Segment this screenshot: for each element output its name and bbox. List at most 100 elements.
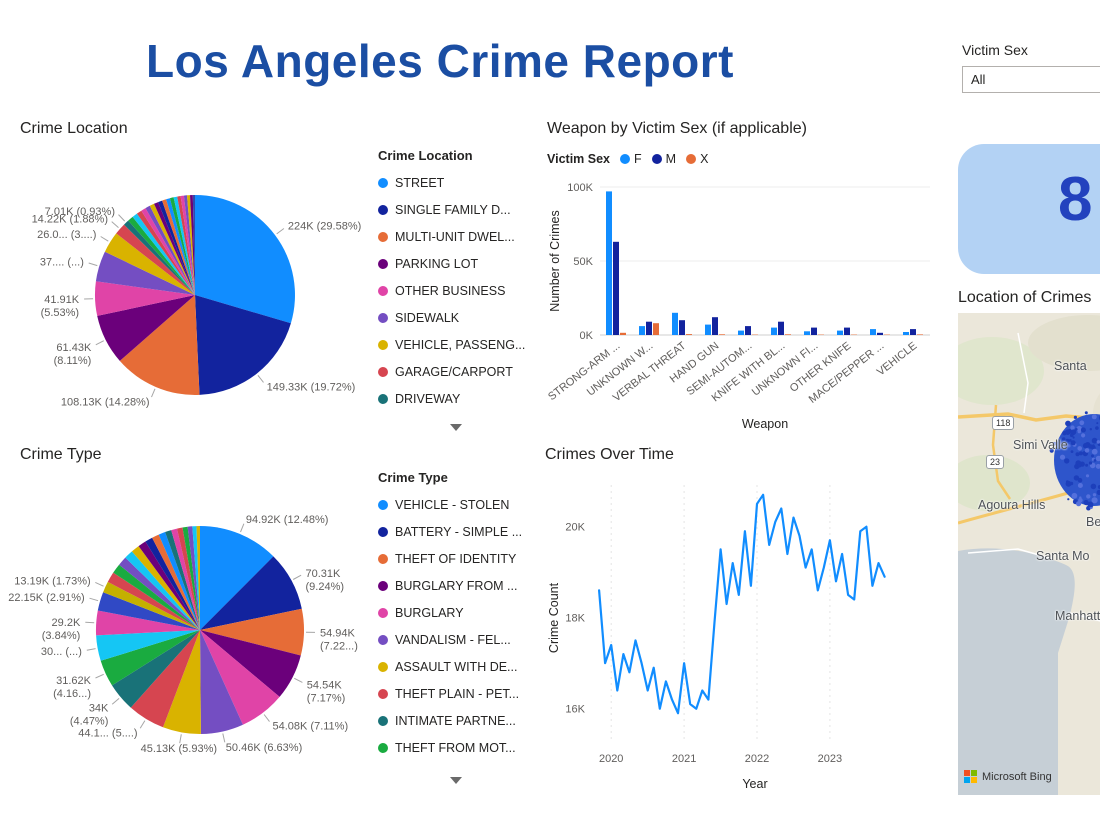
pie-slice[interactable] (145, 205, 196, 295)
pie-slice[interactable] (177, 196, 195, 295)
pie-slice[interactable] (97, 592, 200, 630)
pie-slice[interactable] (158, 200, 195, 295)
pie-slice[interactable] (173, 196, 195, 295)
pie-slice[interactable] (119, 295, 200, 396)
pie-slice[interactable] (187, 195, 195, 295)
bar-F[interactable] (738, 330, 744, 335)
pie-slice[interactable] (180, 195, 195, 295)
pie-slice[interactable] (163, 630, 201, 735)
pie-slice[interactable] (136, 210, 195, 295)
bar-M[interactable] (646, 321, 652, 335)
pie-slice[interactable] (192, 194, 195, 295)
pie-slice[interactable] (166, 198, 195, 295)
pie-slice[interactable] (200, 608, 304, 656)
bar-F[interactable] (606, 191, 612, 335)
pie-slice[interactable] (145, 537, 200, 630)
pie-slice[interactable] (131, 546, 200, 630)
bar-M[interactable] (844, 327, 850, 335)
pie-slice[interactable] (165, 530, 200, 630)
bar-M[interactable] (679, 320, 685, 335)
legend-item[interactable]: DRIVEWAY (378, 385, 530, 412)
legend-item[interactable]: MULTI-UNIT DWEL... (378, 223, 530, 250)
bar-M[interactable] (877, 332, 883, 335)
pie-slice[interactable] (192, 526, 200, 630)
pie-slice[interactable] (138, 541, 200, 631)
crime-location-map[interactable]: Santa Simi Valle Agoura Hills Be Santa M… (958, 313, 1100, 795)
pie-slice[interactable] (96, 630, 200, 661)
pie-slice[interactable] (107, 572, 200, 630)
pie-slice[interactable] (128, 216, 195, 295)
bar-M[interactable] (910, 329, 916, 335)
legend-item[interactable]: OTHER BUSINESS (378, 277, 530, 304)
pie-slice[interactable] (149, 203, 195, 295)
legend-item[interactable]: SINGLE FAMILY D... (378, 196, 530, 223)
bar-F[interactable] (837, 330, 843, 335)
pie-slice[interactable] (195, 295, 291, 395)
bar-X[interactable] (620, 332, 626, 335)
legend-item[interactable]: VANDALISM - FEL... (378, 626, 530, 653)
bar-F[interactable] (771, 327, 777, 335)
bar-X[interactable] (785, 334, 791, 335)
legend-item[interactable]: BATTERY - SIMPLE ... (378, 518, 530, 545)
pie-slice[interactable] (190, 195, 195, 295)
pie-slice[interactable] (94, 281, 195, 316)
legend-item[interactable]: PARKING LOT (378, 250, 530, 277)
bar-F[interactable] (804, 331, 810, 335)
pie-slice[interactable] (103, 581, 200, 630)
victim-sex-dropdown[interactable]: All ▾ (962, 66, 1100, 93)
pie-slice[interactable] (125, 551, 200, 630)
legend-item[interactable]: BURGLARY (378, 599, 530, 626)
pie-slice[interactable] (200, 630, 243, 734)
legend-item[interactable]: VEHICLE, PASSENG... (378, 331, 530, 358)
pie-slice[interactable] (200, 630, 301, 697)
bar-X[interactable] (719, 334, 725, 335)
pie-slice[interactable] (171, 528, 200, 630)
bar-F[interactable] (639, 326, 645, 335)
bar-M[interactable] (778, 321, 784, 335)
pie-slice[interactable] (104, 233, 195, 295)
legend-item[interactable]: M (651, 152, 676, 166)
legend-item[interactable]: X (686, 152, 708, 166)
pie-slice[interactable] (95, 251, 195, 295)
legend-item[interactable]: THEFT OF IDENTITY (378, 545, 530, 572)
pie-slice[interactable] (200, 526, 274, 630)
pie-slice[interactable] (162, 199, 195, 295)
bar-M[interactable] (745, 326, 751, 335)
bar-F[interactable] (903, 332, 909, 335)
pie-slice[interactable] (113, 564, 200, 630)
pie-slice[interactable] (124, 220, 195, 295)
bar-M[interactable] (811, 327, 817, 335)
legend-item[interactable]: THEFT FROM MOT... (378, 734, 530, 761)
pie-slice[interactable] (187, 526, 200, 630)
pie-slice[interactable] (177, 527, 200, 631)
pie-slice[interactable] (95, 610, 200, 636)
pie-slice[interactable] (119, 557, 200, 630)
legend-item[interactable]: THEFT PLAIN - PET... (378, 680, 530, 707)
pie-slice[interactable] (97, 295, 195, 361)
pie-slice[interactable] (200, 630, 280, 725)
pie-slice[interactable] (158, 532, 200, 630)
legend-item[interactable]: GARAGE/CARPORT (378, 358, 530, 385)
pie-slice[interactable] (154, 202, 195, 295)
pie-slice[interactable] (196, 526, 201, 630)
pie-slice[interactable] (195, 195, 295, 324)
bar-F[interactable] (705, 324, 711, 335)
crime-trend-line[interactable] (597, 493, 886, 715)
legend-scroll-down-icon[interactable] (450, 424, 462, 431)
legend-item[interactable]: BURGLARY FROM ... (378, 572, 530, 599)
legend-item[interactable]: VEHICLE - STOLEN (378, 491, 530, 518)
legend-scroll-down-icon[interactable] (450, 777, 462, 784)
pie-slice[interactable] (116, 224, 195, 295)
pie-slice[interactable] (152, 534, 200, 630)
legend-item[interactable]: STREET (378, 169, 530, 196)
legend-item[interactable]: INTIMATE PARTNE... (378, 707, 530, 734)
bar-X[interactable] (686, 334, 692, 335)
pie-slice[interactable] (182, 526, 201, 630)
bar-F[interactable] (870, 329, 876, 335)
pie-slice[interactable] (100, 630, 200, 686)
pie-slice[interactable] (141, 208, 195, 295)
pie-slice[interactable] (132, 213, 195, 295)
bar-F[interactable] (672, 312, 678, 335)
pie-slice[interactable] (130, 630, 200, 728)
legend-item[interactable]: ASSAULT WITH DE... (378, 653, 530, 680)
